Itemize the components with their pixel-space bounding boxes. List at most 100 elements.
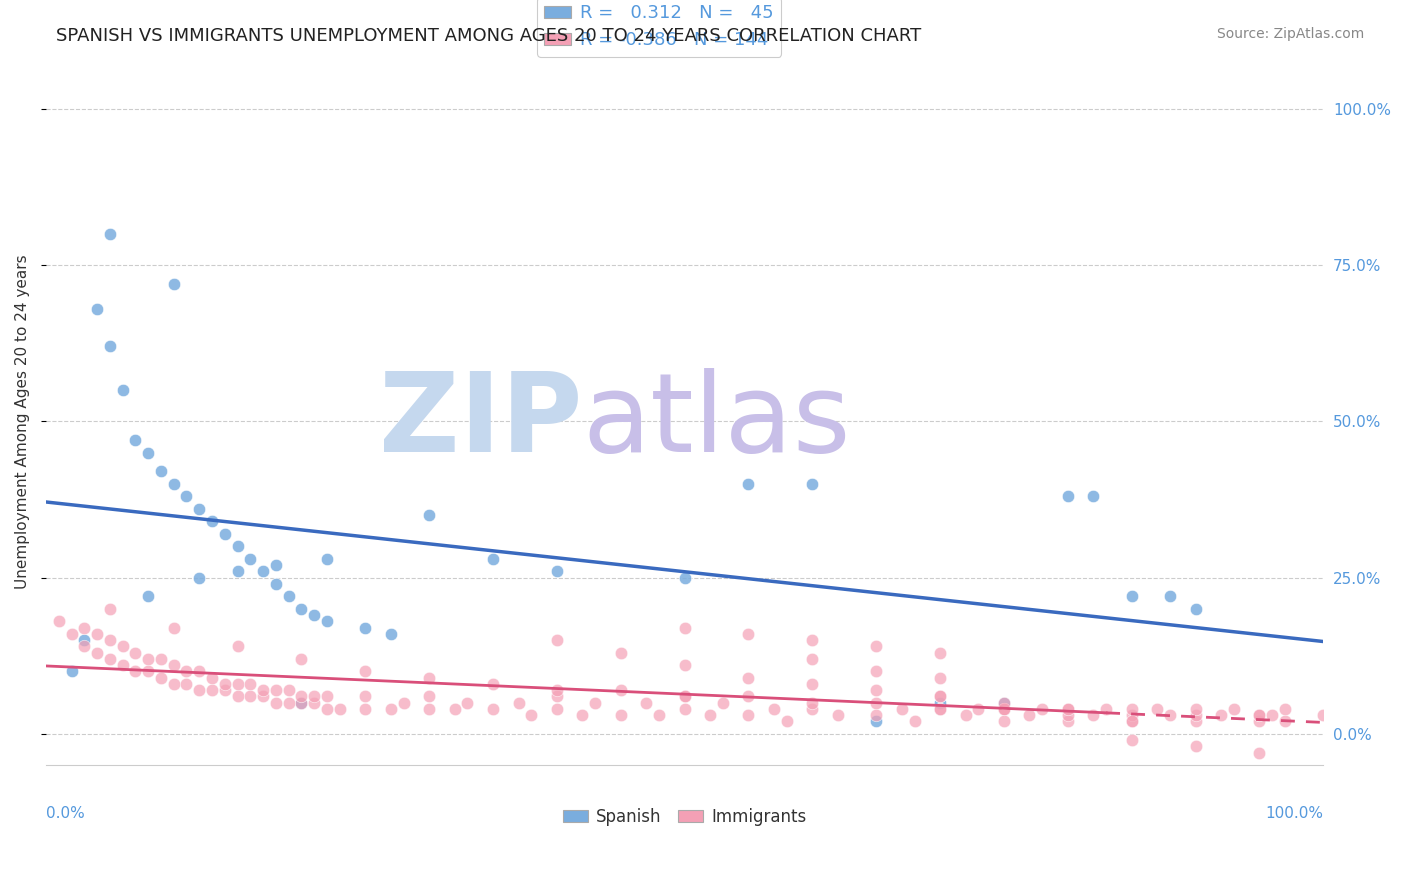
Point xyxy=(226,677,249,691)
Point xyxy=(699,708,721,723)
Point xyxy=(418,671,440,685)
Point xyxy=(1274,702,1296,716)
Point xyxy=(993,696,1015,710)
Point xyxy=(239,690,262,704)
Point xyxy=(827,708,849,723)
Point xyxy=(302,690,325,704)
Point xyxy=(124,665,146,679)
Point xyxy=(277,590,299,604)
Text: Source: ZipAtlas.com: Source: ZipAtlas.com xyxy=(1216,27,1364,41)
Point xyxy=(380,702,402,716)
Point xyxy=(1056,489,1078,503)
Point xyxy=(98,602,121,616)
Point xyxy=(214,677,236,691)
Point xyxy=(201,514,224,528)
Point xyxy=(176,489,198,503)
Point xyxy=(1184,708,1206,723)
Point xyxy=(865,714,887,729)
Point xyxy=(354,702,377,716)
Point xyxy=(673,690,696,704)
Point xyxy=(73,621,96,635)
Point xyxy=(1056,714,1078,729)
Point xyxy=(636,696,658,710)
Point xyxy=(929,690,952,704)
Point xyxy=(546,633,568,648)
Point xyxy=(737,690,759,704)
Point xyxy=(124,646,146,660)
Point xyxy=(290,696,312,710)
Point xyxy=(610,708,633,723)
Point xyxy=(136,590,159,604)
Point xyxy=(1056,702,1078,716)
Point xyxy=(801,652,824,666)
Point xyxy=(711,696,734,710)
Point xyxy=(1184,714,1206,729)
Point xyxy=(929,702,952,716)
Point xyxy=(443,702,465,716)
Point xyxy=(1184,702,1206,716)
Point xyxy=(86,301,108,316)
Point xyxy=(149,652,172,666)
Point xyxy=(1249,714,1271,729)
Point xyxy=(329,702,352,716)
Point xyxy=(163,277,186,291)
Point xyxy=(73,633,96,648)
Point xyxy=(226,565,249,579)
Point xyxy=(98,652,121,666)
Text: 100.0%: 100.0% xyxy=(1265,806,1323,822)
Point xyxy=(929,690,952,704)
Point xyxy=(993,702,1015,716)
Point xyxy=(1249,708,1271,723)
Point xyxy=(136,665,159,679)
Point xyxy=(201,671,224,685)
Point xyxy=(163,658,186,673)
Point xyxy=(865,708,887,723)
Point xyxy=(1312,708,1334,723)
Point xyxy=(239,677,262,691)
Point xyxy=(929,696,952,710)
Point xyxy=(418,508,440,522)
Point xyxy=(546,683,568,698)
Point xyxy=(316,552,339,566)
Point xyxy=(226,690,249,704)
Point xyxy=(1056,702,1078,716)
Point xyxy=(993,702,1015,716)
Point xyxy=(1146,702,1168,716)
Point xyxy=(239,552,262,566)
Point xyxy=(201,683,224,698)
Point xyxy=(1018,708,1040,723)
Point xyxy=(188,665,211,679)
Point xyxy=(955,708,977,723)
Point xyxy=(801,677,824,691)
Point xyxy=(865,640,887,654)
Point xyxy=(737,708,759,723)
Point xyxy=(252,690,274,704)
Point xyxy=(1121,708,1143,723)
Point xyxy=(993,696,1015,710)
Point xyxy=(214,526,236,541)
Point xyxy=(737,671,759,685)
Point xyxy=(176,677,198,691)
Point xyxy=(86,627,108,641)
Point xyxy=(673,690,696,704)
Text: atlas: atlas xyxy=(582,368,851,475)
Point xyxy=(252,683,274,698)
Point xyxy=(737,627,759,641)
Point xyxy=(264,577,287,591)
Point xyxy=(163,677,186,691)
Y-axis label: Unemployment Among Ages 20 to 24 years: Unemployment Among Ages 20 to 24 years xyxy=(15,254,30,589)
Point xyxy=(163,621,186,635)
Point xyxy=(1121,590,1143,604)
Point xyxy=(252,565,274,579)
Point xyxy=(98,633,121,648)
Point xyxy=(763,702,786,716)
Point xyxy=(1159,590,1181,604)
Point xyxy=(673,658,696,673)
Point xyxy=(801,696,824,710)
Point xyxy=(302,608,325,623)
Point xyxy=(1159,708,1181,723)
Point xyxy=(290,602,312,616)
Point xyxy=(1184,739,1206,754)
Point xyxy=(673,702,696,716)
Point xyxy=(264,683,287,698)
